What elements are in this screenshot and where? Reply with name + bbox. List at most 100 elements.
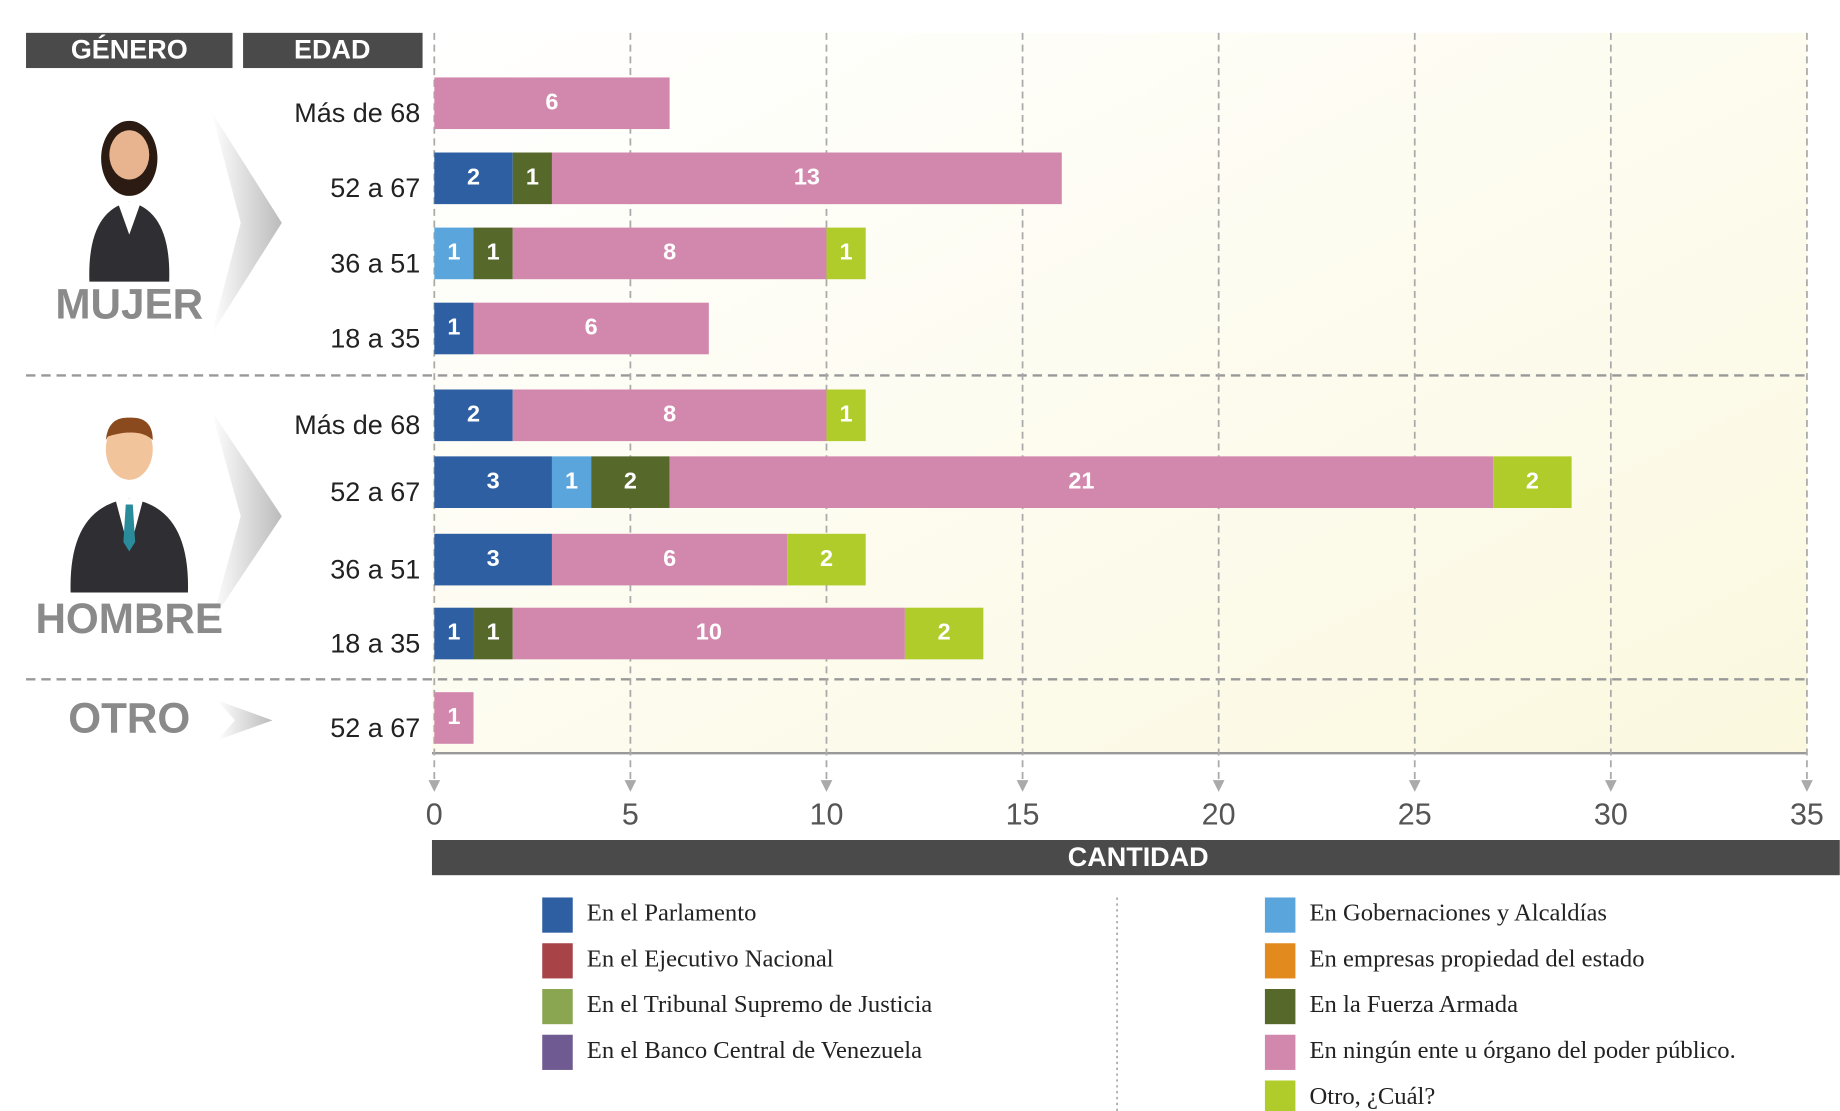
data-label: 2 — [624, 467, 637, 493]
data-label: 2 — [820, 545, 833, 571]
bar-segment — [1493, 456, 1572, 508]
bar-segment — [434, 152, 513, 205]
tick-arrow — [428, 780, 441, 792]
bar-segment — [434, 533, 552, 586]
tick-arrow — [1212, 780, 1225, 792]
legend-label: En el Banco Central de Venezuela — [587, 1037, 922, 1064]
y-tick-label: 18 a 35 — [330, 323, 420, 353]
data-label: 8 — [663, 239, 676, 265]
bar-segment — [512, 389, 827, 442]
man-icon — [70, 417, 189, 593]
legend-swatch — [1264, 988, 1296, 1025]
header-box — [26, 32, 233, 69]
bar-segment — [826, 389, 866, 442]
data-label: 1 — [487, 619, 500, 645]
data-label: 1 — [565, 467, 578, 493]
y-tick-label: 52 a 67 — [330, 713, 420, 743]
y-tick-label: Más de 68 — [294, 98, 420, 128]
legend-label: En el Ejecutivo Nacional — [587, 945, 834, 972]
bar-segment — [512, 152, 552, 205]
data-label: 1 — [487, 239, 500, 265]
tick-arrow — [1604, 780, 1617, 792]
data-label: 2 — [938, 619, 951, 645]
bar-segment — [434, 456, 552, 508]
x-axis-label: CANTIDAD — [1068, 842, 1209, 872]
legend-swatch — [1264, 943, 1296, 979]
x-tick-label: 10 — [810, 798, 844, 832]
legend-label: En Gobernaciones y Alcaldías — [1309, 900, 1606, 927]
y-tick-label: 52 a 67 — [330, 173, 420, 203]
y-tick-label: 36 a 51 — [330, 248, 420, 278]
bar-segment — [473, 302, 709, 355]
legend-swatch — [1264, 1080, 1296, 1111]
data-label: 2 — [467, 401, 480, 427]
x-tick-label: 0 — [426, 798, 443, 832]
legend-label: En empresas propiedad del estado — [1309, 945, 1644, 972]
legend-label: En el Tribunal Supremo de Justicia — [587, 991, 932, 1018]
data-label: 2 — [1526, 467, 1539, 493]
legend-label: En el Parlamento — [587, 900, 757, 927]
legend-swatch — [542, 988, 573, 1025]
bar-segment — [669, 456, 1494, 508]
chevron — [211, 410, 282, 622]
data-label: 10 — [696, 619, 722, 645]
x-tick-label: 25 — [1398, 798, 1432, 832]
x-tick-label: 5 — [622, 798, 639, 832]
x-tick-label: 30 — [1594, 798, 1628, 832]
xlabel-box — [431, 839, 1840, 876]
legend-swatch — [1264, 1034, 1296, 1070]
bar-segment — [551, 456, 592, 508]
data-label: 3 — [487, 467, 500, 493]
data-label: 1 — [526, 164, 539, 190]
x-tick-label: 15 — [1006, 798, 1040, 832]
legend-swatch — [542, 943, 573, 979]
y-tick-label: 36 a 51 — [330, 554, 420, 584]
legend-swatch — [1264, 897, 1296, 933]
bar-segment — [591, 456, 670, 508]
bar-segment — [434, 227, 474, 280]
data-label: 1 — [840, 239, 853, 265]
header-box — [243, 32, 423, 69]
data-label: 1 — [840, 401, 853, 427]
tick-arrow — [820, 780, 833, 792]
bar-segment — [434, 77, 670, 130]
legend-label: Otro, ¿Cuál? — [1309, 1083, 1435, 1110]
bar-segment — [512, 227, 827, 280]
chevron — [211, 111, 282, 335]
data-label: 3 — [487, 545, 500, 571]
y-tick-label: 18 a 35 — [330, 628, 420, 658]
data-label: 6 — [585, 314, 598, 340]
bar-segment — [473, 227, 513, 280]
y-tick-label: Más de 68 — [294, 410, 420, 440]
x-tick-label: 35 — [1790, 798, 1824, 832]
header: EDAD — [294, 35, 370, 65]
bar-segment — [904, 607, 984, 660]
bar-segment — [826, 227, 866, 280]
tick-arrow — [1016, 780, 1029, 792]
header: GÉNERO — [71, 34, 188, 65]
data-label: 6 — [545, 88, 558, 114]
group-label: MUJER — [55, 281, 203, 328]
bar-segment — [434, 302, 474, 355]
bar-segment — [434, 692, 474, 744]
data-label: 1 — [447, 703, 460, 729]
legend-swatch — [542, 897, 573, 933]
data-label: 1 — [447, 619, 460, 645]
y-tick-label: 52 a 67 — [330, 477, 420, 507]
group-label: OTRO — [68, 695, 190, 742]
data-label: 1 — [447, 239, 460, 265]
bar-segment — [787, 533, 866, 586]
legend-swatch — [542, 1034, 573, 1070]
bar-segment — [551, 533, 788, 586]
bar-segment — [434, 607, 474, 660]
tick-arrow — [624, 780, 637, 792]
group-label: HOMBRE — [35, 595, 223, 642]
bar-segment — [512, 607, 905, 660]
x-tick-label: 20 — [1202, 798, 1236, 832]
tick-arrow — [1408, 780, 1421, 792]
chevron — [217, 700, 273, 741]
data-label: 1 — [447, 314, 460, 340]
data-label: 6 — [663, 545, 676, 571]
data-label: 13 — [794, 164, 820, 190]
woman-icon — [89, 120, 170, 282]
